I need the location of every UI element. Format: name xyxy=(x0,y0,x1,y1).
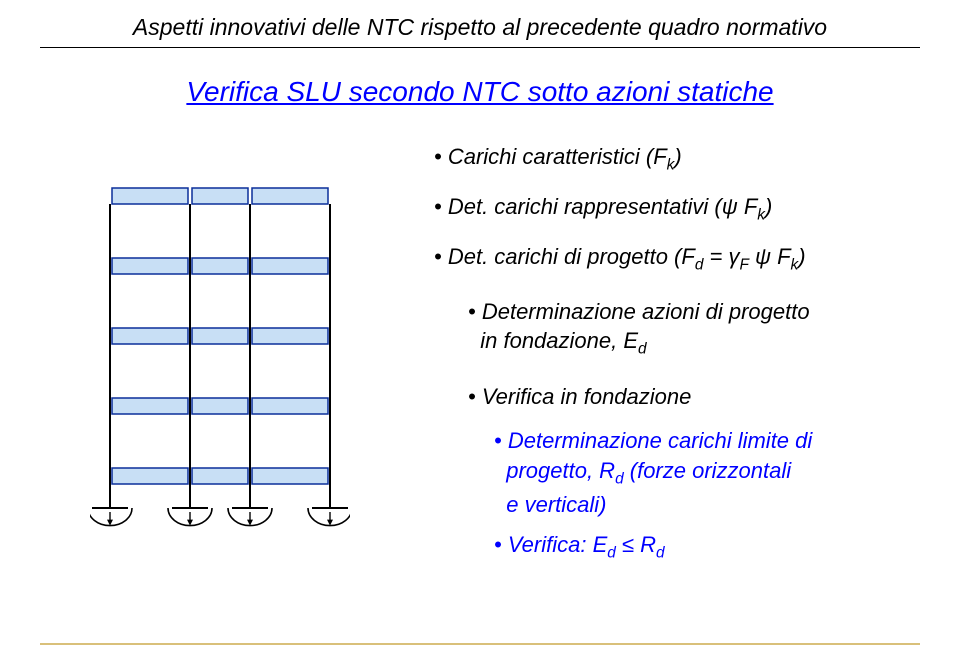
b3-mid: = γ xyxy=(703,244,739,269)
bullet-4: • Determinazione azioni di progetto in f… xyxy=(468,297,960,361)
b3-pre: Det. carichi di progetto (F xyxy=(448,244,695,269)
b4-l1: Determinazione azioni di progetto xyxy=(482,299,810,324)
b4-l2-pre: in fondazione, E xyxy=(480,328,638,353)
bullet-2: • Det. carichi rappresentativi (ψ Fk) xyxy=(434,192,960,226)
b2-post: ) xyxy=(765,194,772,219)
b6-l2-post: (forze orizzontali xyxy=(624,458,792,483)
b2-sub: k xyxy=(757,207,765,224)
b7-sub2: d xyxy=(656,544,665,561)
bullet-6: • Determinazione carichi limite di proge… xyxy=(494,426,960,520)
header-underline xyxy=(40,47,920,48)
footer-line xyxy=(40,643,920,645)
b3-post: ) xyxy=(798,244,805,269)
b5: Verifica in fondazione xyxy=(482,384,692,409)
b3-sub2: F xyxy=(739,257,748,274)
diagram-column xyxy=(0,132,400,574)
b6-l3: e verticali) xyxy=(506,492,606,517)
page-header: Aspetti innovativi delle NTC rispetto al… xyxy=(0,0,960,41)
text-column: • Carichi caratteristici (Fk) • Det. car… xyxy=(400,132,960,574)
bullet-3: • Det. carichi di progetto (Fd = γF ψ Fk… xyxy=(434,242,960,276)
b6-l1: Determinazione carichi limite di xyxy=(508,428,812,453)
b1-post: ) xyxy=(674,144,681,169)
b6-l2-sub: d xyxy=(615,470,624,487)
b7-pre: Verifica: E xyxy=(508,532,607,557)
bullet-5: • Verifica in fondazione xyxy=(468,382,960,412)
b1-pre: Carichi caratteristici (F xyxy=(448,144,667,169)
b3-mid2: ψ F xyxy=(749,244,791,269)
bullet-7: • Verifica: Ed ≤ Rd xyxy=(494,530,960,564)
b2-pre: Det. carichi rappresentativi (ψ F xyxy=(448,194,757,219)
main-title: Verifica SLU secondo NTC sotto azioni st… xyxy=(0,76,960,108)
content-area: • Carichi caratteristici (Fk) • Det. car… xyxy=(0,132,960,574)
b7-mid: ≤ R xyxy=(616,532,656,557)
b6-l2-pre: progetto, R xyxy=(506,458,615,483)
building-diagram xyxy=(90,178,350,558)
b4-l2-sub: d xyxy=(638,341,647,358)
bullet-1: • Carichi caratteristici (Fk) xyxy=(434,142,960,176)
b7-sub1: d xyxy=(607,544,616,561)
